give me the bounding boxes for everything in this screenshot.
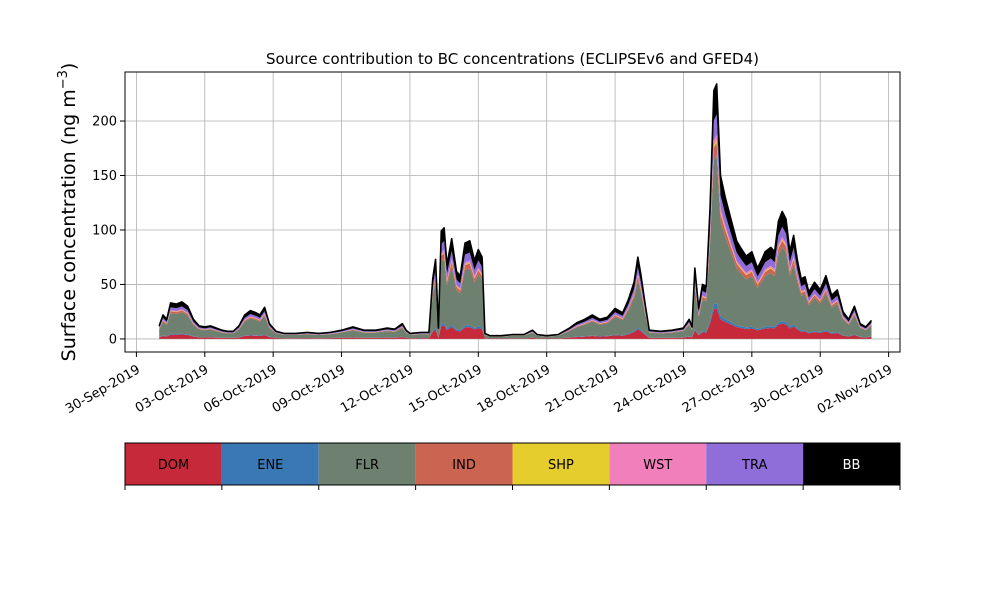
x-tick-label: 18-Oct-2019 [475, 362, 553, 416]
x-axis-ticks: 30-Sep-201903-Oct-201906-Oct-201909-Oct-… [63, 352, 895, 417]
y-tick-label: 100 [92, 223, 117, 238]
total-outline [158, 83, 873, 337]
legend-label-ind: IND [452, 458, 476, 473]
x-tick-label: 30-Sep-2019 [63, 362, 143, 417]
area-dom [159, 308, 872, 339]
x-tick-label: 30-Oct-2019 [748, 362, 826, 416]
legend-label-wst: WST [643, 458, 672, 473]
legend-label-bb: BB [843, 458, 861, 473]
legend-label-shp: SHP [548, 458, 574, 473]
x-tick-label: 15-Oct-2019 [406, 362, 484, 416]
legend-swatch-wst [609, 443, 707, 485]
legend-swatch-dom [125, 443, 222, 485]
y-tick-label: 200 [92, 115, 117, 130]
y-axis-ticks: 0 50 100 150 200 [92, 115, 125, 347]
x-tick-label: 12-Oct-2019 [338, 362, 416, 416]
legend-label-tra: TRA [741, 458, 767, 473]
y-tick-label: 150 [92, 169, 117, 184]
y-axis-label: Surface concentration (ng m−3) [56, 63, 80, 362]
x-tick-label: 03-Oct-2019 [133, 362, 211, 416]
legend-swatch-shp [512, 443, 610, 485]
area-flr [159, 155, 872, 339]
y-axis-label-exponent: −3 [56, 70, 71, 89]
legend-colorbar: DOM ENE FLR IND SHP WST TRA BB [124, 442, 901, 490]
x-tick-label: 09-Oct-2019 [270, 362, 348, 416]
x-tick-label: 02-Nov-2019 [815, 362, 895, 417]
x-tick-label: 21-Oct-2019 [543, 362, 621, 416]
x-tick-label: 27-Oct-2019 [680, 362, 758, 416]
stacked-areas [159, 83, 872, 339]
legend-label-dom: DOM [158, 458, 189, 473]
y-tick-label: 50 [100, 278, 117, 293]
total-line [158, 83, 873, 337]
y-axis-label-text: Surface concentration (ng m [58, 89, 80, 361]
legend-swatch-bb [803, 443, 900, 485]
x-tick-label: 24-Oct-2019 [612, 362, 690, 416]
x-tick-label: 06-Oct-2019 [201, 362, 279, 416]
plot-frame [124, 71, 901, 353]
legend-swatch-flr [318, 443, 416, 485]
legend-label-ene: ENE [257, 458, 283, 473]
chart-title: Source contribution to BC concentrations… [266, 50, 759, 68]
legend-swatch-tra [706, 443, 804, 485]
y-tick-label: 0 [109, 332, 117, 347]
legend-swatch-ene [221, 443, 319, 485]
legend-swatch-ind [415, 443, 513, 485]
y-axis-label-close: ) [58, 63, 80, 70]
legend-label-flr: FLR [355, 458, 379, 473]
